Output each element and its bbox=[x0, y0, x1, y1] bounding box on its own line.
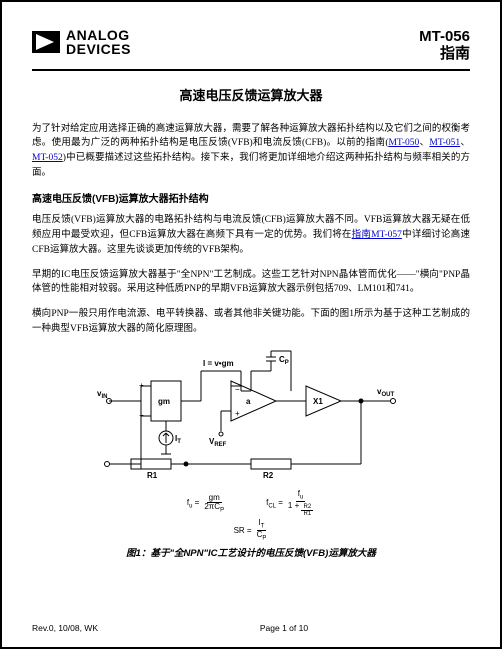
equation-row-1: fu = gm 2πCP fCL = fu 1 + R2R1 bbox=[32, 490, 470, 517]
paragraph-1: 为了针对给定应用选择正确的高速运算放大器，需要了解各种运算放大器拓扑结构以及它们… bbox=[32, 122, 470, 181]
svg-text:IT: IT bbox=[175, 434, 181, 445]
page-header: ANALOG DEVICES MT-056 指南 bbox=[32, 28, 470, 71]
link-mt050[interactable]: MT-050 bbox=[388, 138, 419, 148]
footer-center: Page 1 of 10 bbox=[260, 623, 308, 633]
svg-text:I = v•gm: I = v•gm bbox=[203, 359, 234, 368]
page-title: 高速电压反馈运算放大器 bbox=[32, 85, 470, 104]
logo-line2: DEVICES bbox=[66, 42, 131, 56]
p1-sep1: 、 bbox=[419, 138, 429, 148]
logo: ANALOG DEVICES bbox=[32, 28, 131, 56]
doc-code: MT-056 bbox=[419, 28, 470, 45]
paragraph-4: 横向PNP一般只用作电流源、电平转换器、或者其他非关键功能。下面的图1所示为基于… bbox=[32, 307, 470, 336]
analog-devices-triangle-icon bbox=[32, 31, 60, 53]
eq-sr: SR = IT CP bbox=[234, 519, 269, 541]
svg-text:vOUT: vOUT bbox=[377, 387, 394, 398]
svg-text:a: a bbox=[246, 397, 251, 406]
eq-fcl: fCL = fu 1 + R2R1 bbox=[266, 490, 315, 517]
p1-post: )中已概要描述过这些拓扑结构。接下来，我们将更加详细地介绍这两种拓扑结构与频率相… bbox=[32, 153, 470, 178]
page-footer: Rev.0, 10/08, WK Page 1 of 10 bbox=[32, 623, 470, 633]
equation-row-2: SR = IT CP bbox=[32, 519, 470, 541]
svg-text:CP: CP bbox=[279, 355, 289, 366]
svg-text:vIN: vIN bbox=[97, 389, 107, 400]
eq-fu: fu = gm 2πCP bbox=[187, 490, 226, 517]
p1-sep2: 、 bbox=[460, 138, 470, 148]
doc-id: MT-056 指南 bbox=[419, 28, 470, 63]
figure-caption: 图1：基于"全NPN"IC工艺设计的电压反馈(VFB)运算放大器 bbox=[32, 545, 470, 559]
paragraph-2: 电压反馈(VFB)运算放大器的电路拓扑结构与电流反馈(CFB)运算放大器不同。V… bbox=[32, 213, 470, 257]
footer-left: Rev.0, 10/08, WK bbox=[32, 623, 98, 633]
svg-text:R1: R1 bbox=[147, 471, 158, 480]
logo-text: ANALOG DEVICES bbox=[66, 28, 131, 56]
svg-text:VREF: VREF bbox=[209, 437, 227, 448]
logo-line1: ANALOG bbox=[66, 28, 131, 42]
doc-type: 指南 bbox=[419, 45, 470, 62]
circuit-diagram: vIN + − gm IT I = v•gm CP bbox=[91, 346, 411, 486]
link-mt057[interactable]: 指南MT-057 bbox=[352, 230, 402, 240]
svg-text:gm: gm bbox=[158, 397, 170, 406]
svg-text:+: + bbox=[235, 409, 240, 418]
svg-text:R2: R2 bbox=[263, 471, 274, 480]
paragraph-3: 早期的IC电压反馈运算放大器基于"全NPN"工艺制成。这些工艺针对NPN晶体管而… bbox=[32, 268, 470, 297]
svg-text:X1: X1 bbox=[313, 397, 323, 406]
link-mt051[interactable]: MT-051 bbox=[429, 138, 460, 148]
section-heading-1: 高速电压反馈(VFB)运算放大器拓扑结构 bbox=[32, 190, 470, 205]
link-mt052[interactable]: MT-052 bbox=[32, 153, 63, 163]
